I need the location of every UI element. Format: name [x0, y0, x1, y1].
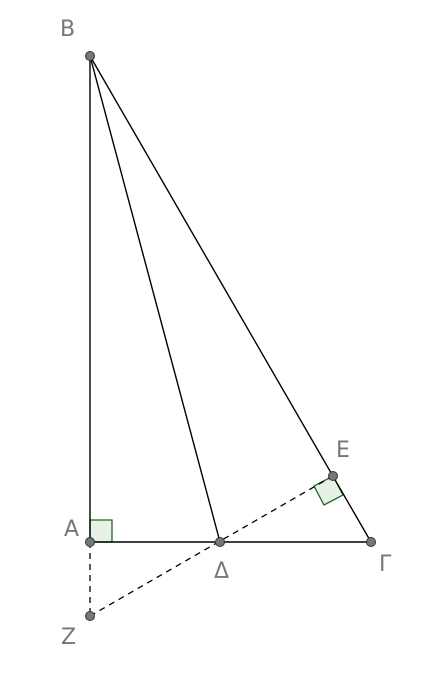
label-E: E: [336, 438, 350, 463]
point-Delta: [215, 537, 225, 547]
label-B: B: [60, 17, 75, 42]
point-Z: [85, 611, 95, 621]
label-Delta: Δ: [214, 559, 229, 584]
point-Gamma: [366, 537, 376, 547]
point-A: [85, 537, 95, 547]
label-Gamma: Γ: [379, 552, 392, 577]
segment-BDelta: [89, 55, 221, 543]
label-A: A: [64, 517, 79, 542]
segment-BGamma: [89, 55, 372, 543]
dashed-segment-ZE: [89, 475, 334, 617]
right-angle-mark-E: [313, 475, 344, 506]
label-Z: Z: [61, 625, 76, 650]
point-E: [328, 471, 338, 481]
point-B: [85, 51, 95, 61]
